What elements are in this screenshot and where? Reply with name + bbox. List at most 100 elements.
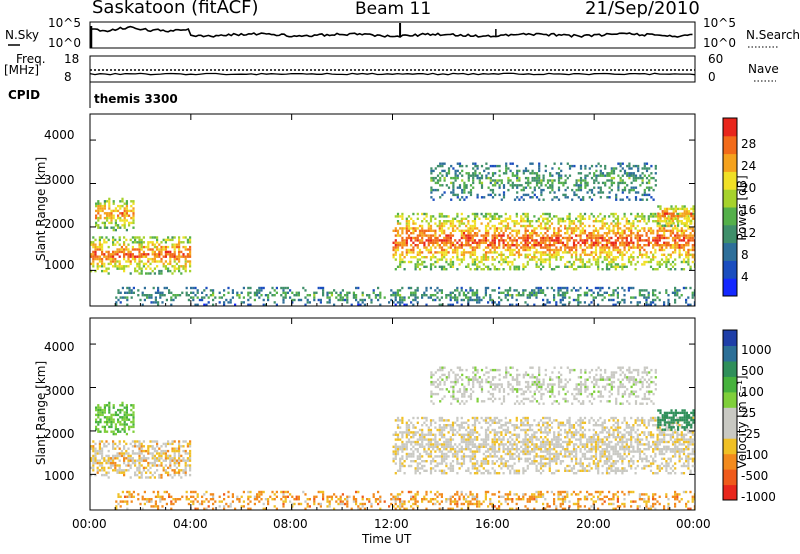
power-cell	[282, 291, 285, 294]
power-cell	[592, 244, 595, 247]
velocity-cell	[410, 460, 413, 463]
power-cell	[594, 246, 598, 249]
power-cell	[581, 251, 584, 254]
power-cell	[619, 251, 622, 254]
power-cell	[608, 286, 611, 290]
power-cell	[625, 217, 628, 220]
power-cell	[126, 286, 129, 290]
power-cell	[445, 248, 448, 252]
power-cell	[414, 298, 417, 302]
power-cell	[430, 172, 433, 175]
power-cell	[451, 251, 455, 254]
power-cell	[561, 241, 565, 244]
power-cell	[612, 172, 616, 175]
power-cell	[649, 251, 653, 254]
power-cell	[103, 238, 106, 242]
power-cell	[526, 215, 529, 218]
power-cell	[157, 291, 160, 294]
velocity-cell	[112, 406, 115, 409]
velocity-cell	[108, 406, 111, 409]
power-cell	[579, 294, 582, 297]
power-cell	[482, 215, 485, 218]
power-cell	[416, 286, 419, 290]
power-cell	[421, 227, 424, 230]
power-cell	[588, 224, 591, 228]
power-cell	[491, 188, 495, 192]
power-cell	[436, 188, 440, 192]
power-cell	[533, 232, 536, 235]
velocity-cell	[112, 459, 115, 462]
power-cell	[439, 179, 442, 182]
velocity-cell	[465, 428, 468, 432]
power-cell	[189, 260, 192, 263]
velocity-cell	[164, 464, 167, 467]
power-cell	[460, 258, 463, 261]
power-cell	[513, 220, 516, 223]
power-cell	[256, 294, 259, 297]
velocity-cell	[515, 433, 518, 436]
power-cell	[458, 244, 461, 247]
velocity-cell	[478, 433, 481, 436]
velocity-cell	[184, 471, 187, 474]
power-cell	[99, 226, 102, 229]
power-cell	[670, 212, 673, 215]
power-cell	[469, 184, 473, 187]
power-cell	[526, 212, 529, 216]
power-cell	[414, 296, 417, 299]
power-cell	[650, 186, 653, 189]
velocity-cell	[97, 420, 100, 424]
velocity-cell	[460, 448, 463, 451]
power-cell	[548, 241, 551, 244]
velocity-cell	[509, 469, 512, 472]
velocity-cell	[469, 440, 472, 444]
velocity-cell	[465, 421, 468, 424]
power-cell	[115, 301, 118, 304]
power-cell	[594, 260, 598, 264]
power-cell	[396, 241, 400, 244]
power-cell	[178, 257, 181, 261]
velocity-cell	[434, 443, 437, 446]
velocity-cell	[482, 472, 485, 475]
power-cell	[693, 294, 695, 297]
power-cell	[511, 244, 514, 247]
power-cell	[473, 263, 477, 266]
velocity-cell	[473, 419, 477, 422]
power-cell	[522, 294, 525, 297]
velocity-cell	[123, 423, 126, 426]
power-cell	[441, 162, 444, 165]
velocity-cell	[138, 454, 141, 458]
power-cell	[418, 268, 422, 271]
power-cell	[511, 184, 514, 187]
power-cell	[212, 294, 215, 297]
power-cell	[688, 212, 691, 215]
velocity-cell	[506, 448, 510, 451]
power-cell	[647, 241, 650, 244]
power-cell	[493, 227, 496, 230]
power-cell	[612, 212, 615, 216]
power-cell	[645, 296, 648, 299]
power-cell	[399, 263, 402, 266]
power-cell	[405, 222, 408, 225]
power-cell	[478, 265, 481, 268]
power-cell	[681, 207, 684, 211]
velocity-cell	[478, 448, 481, 451]
velocity-cell	[178, 461, 181, 465]
power-cell	[427, 224, 430, 228]
power-cell	[449, 294, 452, 297]
velocity-cell	[136, 469, 139, 472]
velocity-cell	[476, 460, 479, 463]
power-cell	[410, 291, 413, 294]
power-cell	[462, 258, 466, 261]
power-cell	[456, 162, 459, 165]
power-cell	[476, 301, 479, 304]
velocity-cell	[429, 431, 433, 434]
power-cell	[117, 289, 120, 292]
power-cell	[612, 176, 616, 180]
power-cell	[632, 296, 635, 299]
power-cell	[458, 184, 462, 187]
power-cell	[685, 214, 688, 218]
power-cell	[469, 298, 472, 302]
velocity-cell	[123, 471, 126, 474]
velocity-cell	[526, 428, 529, 432]
power-cell	[630, 296, 633, 299]
